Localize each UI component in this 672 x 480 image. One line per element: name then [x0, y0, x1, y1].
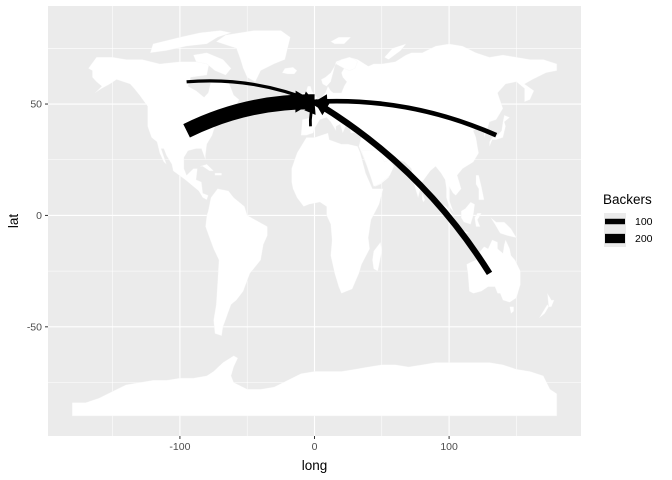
- land-japan: [489, 114, 510, 147]
- x-tick-label: -100: [169, 441, 190, 453]
- land-svalbard: [330, 37, 352, 45]
- flow-lines: [183, 79, 498, 276]
- land-arabia: [361, 150, 395, 187]
- x-axis-ticks: -100 0 100: [169, 436, 458, 453]
- y-tick-label: 50: [30, 99, 42, 111]
- legend-label: 100: [635, 216, 653, 228]
- land-cuba: [200, 164, 214, 172]
- y-axis-ticks: -50 0 50: [27, 99, 48, 333]
- land-greenland: [215, 30, 291, 83]
- land-sulawesi: [474, 213, 482, 227]
- legend-key-swatch: [605, 233, 625, 244]
- land-south-america: [205, 188, 268, 336]
- land-novaya-zemlya: [384, 43, 407, 60]
- x-tick-label: 100: [440, 441, 458, 453]
- land-antarctica: [72, 355, 557, 417]
- land-new-zealand-north: [547, 293, 555, 307]
- world-land: [72, 30, 557, 417]
- flow-arrowhead-3: [314, 101, 331, 116]
- land-tasmania: [509, 306, 514, 314]
- legend-key-swatch: [605, 218, 625, 225]
- land-new-zealand-south: [539, 304, 549, 319]
- land-arctic-islands: [150, 30, 232, 53]
- land-hispaniola: [214, 172, 222, 176]
- land-iceland: [281, 67, 298, 75]
- land-sri-lanka: [422, 193, 426, 203]
- flow-line-2: [314, 98, 498, 138]
- land-baffin: [193, 52, 232, 76]
- land-borneo: [461, 201, 475, 225]
- flow-arrowhead-1: [295, 90, 315, 113]
- y-tick-label: -50: [27, 321, 42, 333]
- land-scandinavia-north: [335, 57, 358, 71]
- x-tick-label: 0: [312, 441, 318, 453]
- land-philippines: [475, 175, 485, 200]
- land-north-america: [88, 52, 240, 201]
- x-axis-title: long: [302, 458, 328, 473]
- flow-line-3: [312, 99, 493, 276]
- legend-label: 200: [635, 233, 653, 245]
- land-madagascar: [372, 241, 382, 272]
- land-africa: [291, 132, 384, 294]
- y-tick-label: 0: [36, 210, 42, 222]
- flow-arrowhead-4: [304, 101, 316, 115]
- legend-title: Backers: [603, 192, 652, 207]
- land-new-guinea: [490, 217, 517, 238]
- y-axis-title: lat: [6, 214, 21, 229]
